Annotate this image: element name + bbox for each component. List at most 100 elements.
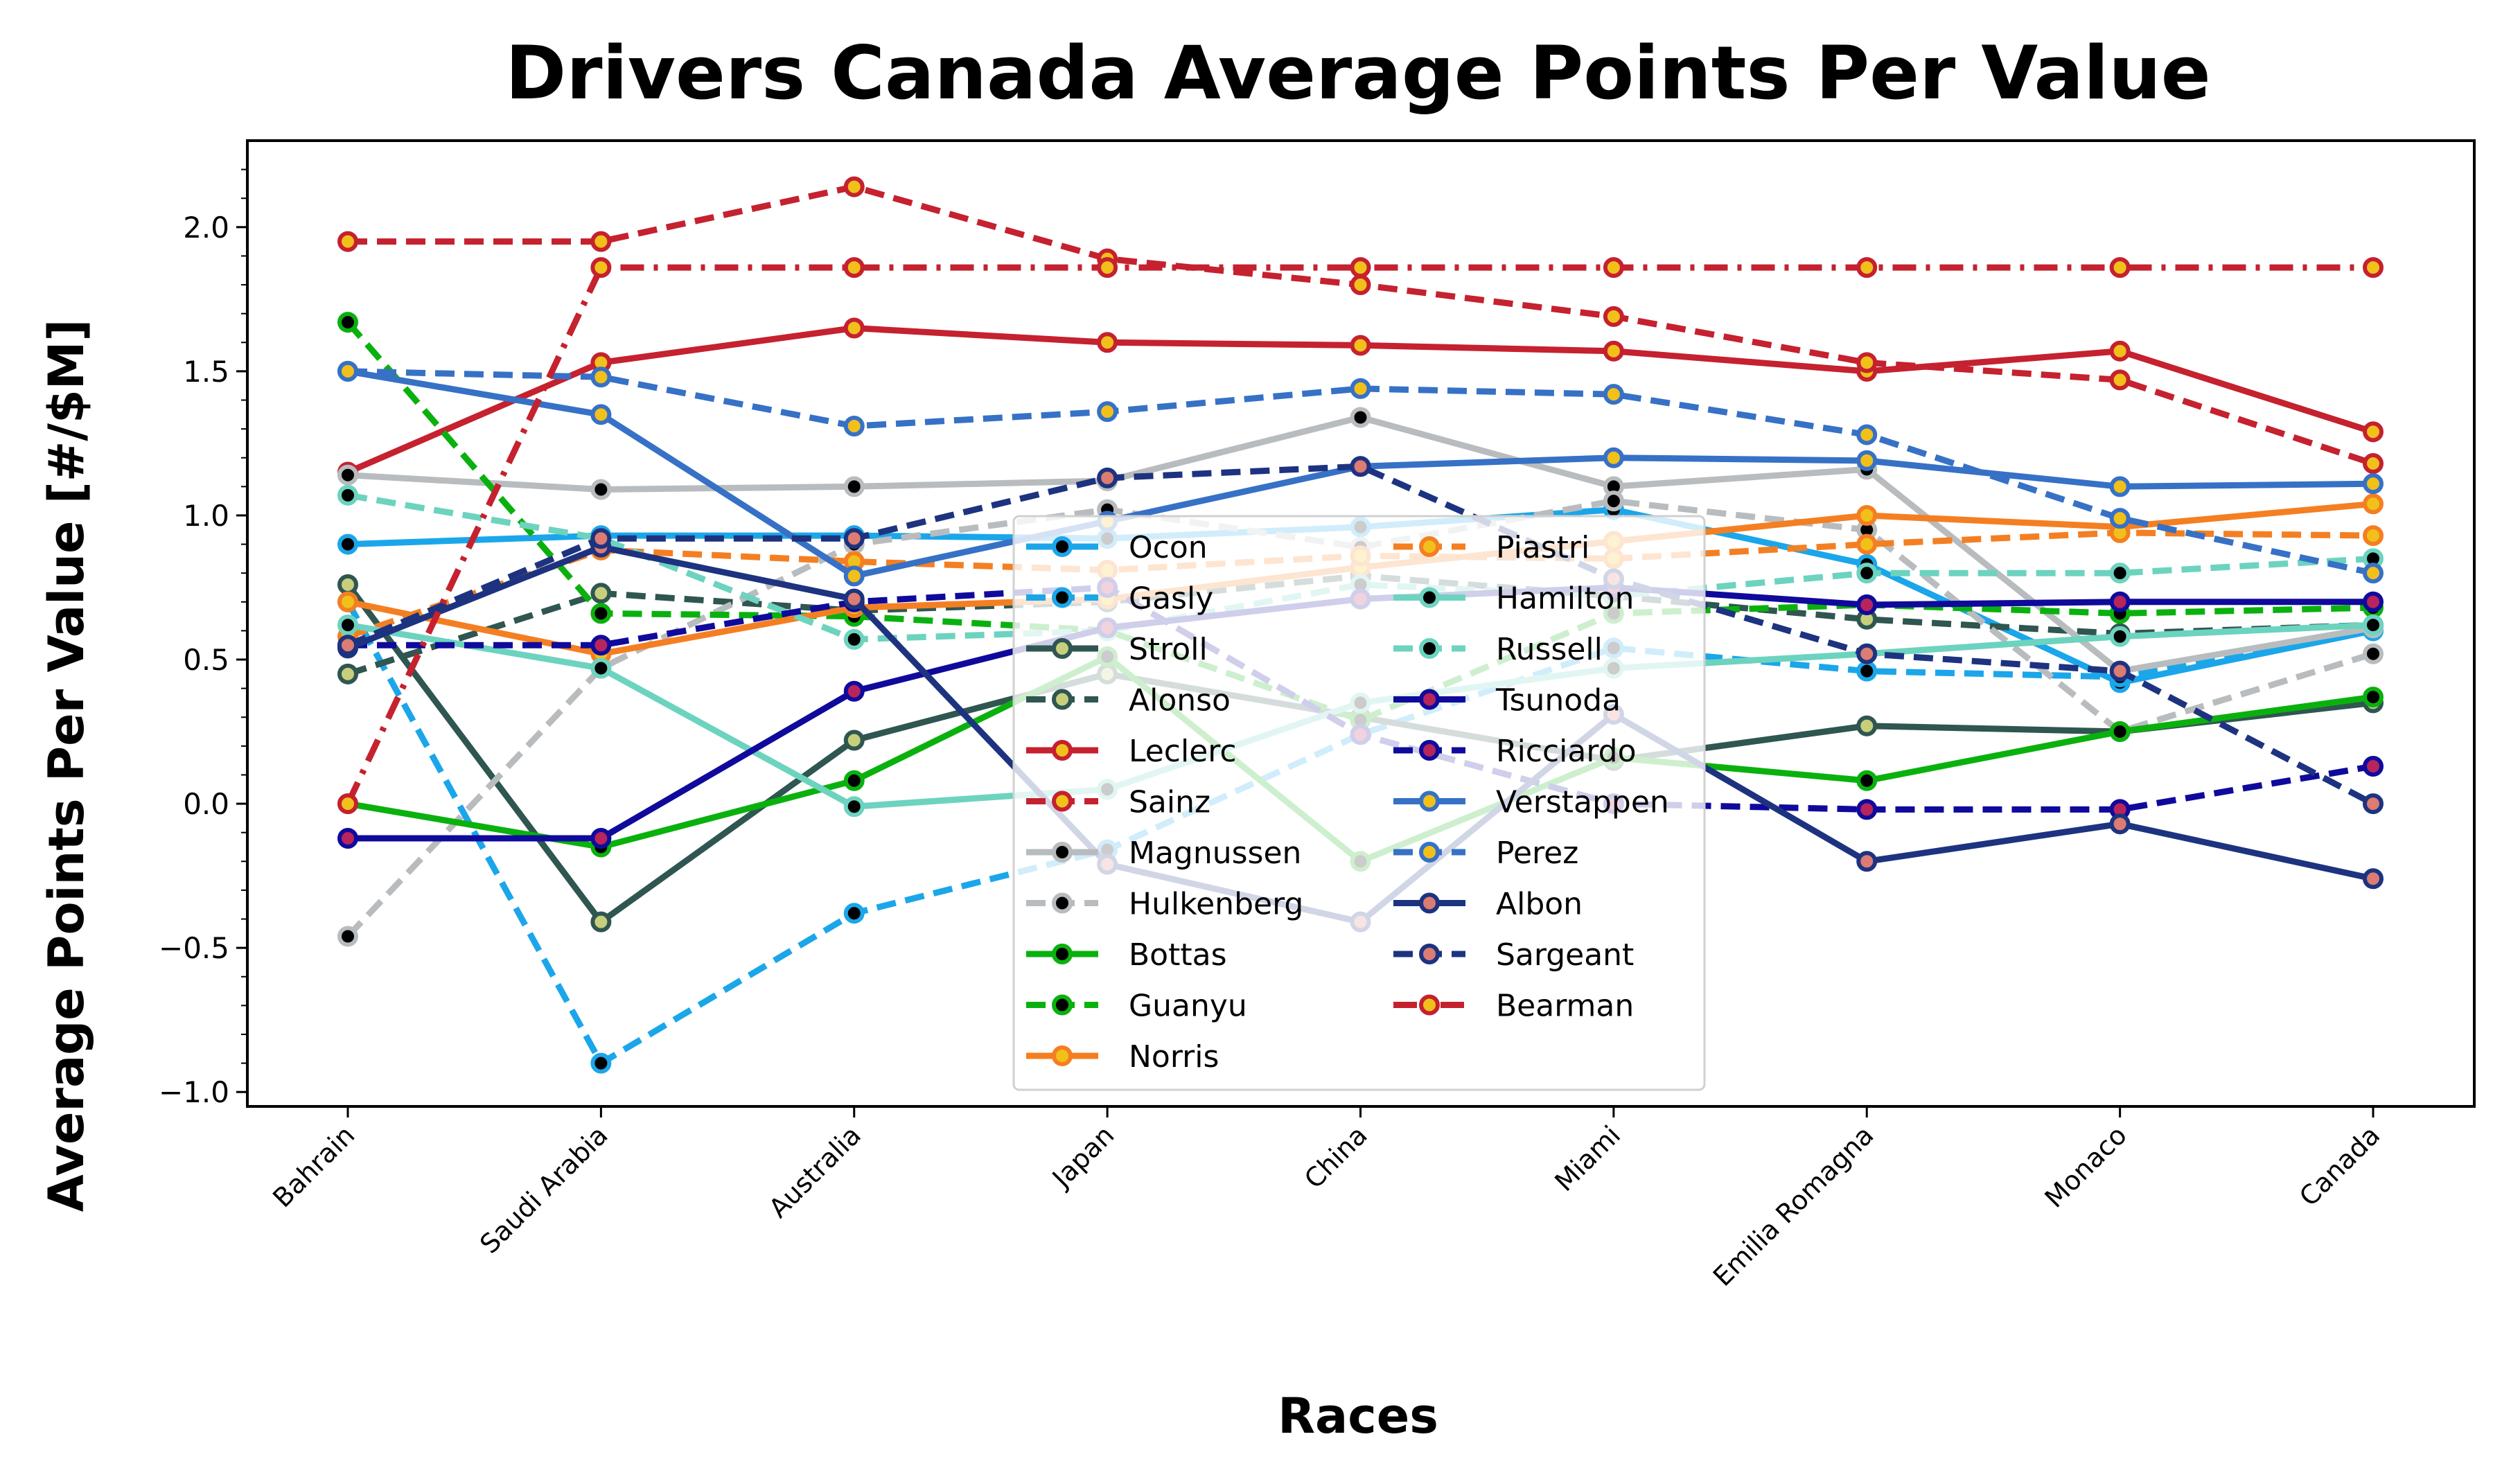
legend-label: Ocon	[1129, 530, 1208, 565]
data-point	[337, 231, 358, 252]
data-point	[1097, 401, 1118, 423]
legend-label: Piastri	[1496, 530, 1589, 565]
data-point	[2363, 868, 2384, 890]
data-point	[1097, 332, 1118, 353]
data-point	[2109, 660, 2131, 682]
legend-marker	[1419, 944, 1440, 964]
series-sainz	[337, 176, 2384, 475]
legend-marker	[1052, 638, 1073, 659]
data-point	[843, 680, 865, 702]
legend-label: Gasly	[1129, 581, 1213, 617]
legend-marker	[1052, 892, 1073, 914]
legend-label: Hamilton	[1496, 581, 1634, 617]
data-point	[337, 828, 358, 849]
data-point	[590, 257, 612, 279]
data-point	[1856, 352, 1878, 373]
data-point	[1603, 306, 1624, 327]
data-point	[337, 663, 358, 684]
legend-entry-norris: Norris	[1026, 1039, 1219, 1075]
x-tick-label: China	[1298, 1120, 1373, 1194]
data-point	[337, 533, 358, 555]
legend-label: Stroll	[1129, 632, 1208, 667]
legend-marker	[1419, 638, 1440, 659]
data-point	[2363, 453, 2384, 475]
data-point	[843, 176, 865, 197]
legend-marker	[1419, 892, 1440, 914]
data-point	[1097, 467, 1118, 488]
y-tick-label: −0.5	[159, 931, 229, 965]
legend-entry-bottas: Bottas	[1026, 937, 1227, 973]
legend-label: Sargeant	[1496, 937, 1634, 973]
data-point	[2109, 340, 2131, 362]
legend-label: Leclerc	[1129, 734, 1237, 769]
data-point	[590, 1052, 612, 1074]
legend-label: Perez	[1496, 836, 1578, 871]
x-tick-label: Miami	[1549, 1120, 1626, 1197]
data-point	[2363, 793, 2384, 815]
legend-entry-hamilton: Hamilton	[1393, 581, 1634, 617]
series-bearman	[337, 257, 2384, 815]
legend-entry-bearman: Bearman	[1393, 989, 1634, 1024]
legend-label: Verstappen	[1496, 785, 1669, 820]
data-point	[843, 317, 865, 339]
legend-marker	[1052, 944, 1073, 964]
legend: Ocon Gasly Stroll Alonso Leclerc Sainz Magnuss…	[1012, 515, 1706, 1091]
legend-entry-tsunoda: Tsunoda	[1393, 683, 1621, 718]
x-tick-label: Canada	[2293, 1120, 2386, 1212]
data-point	[1603, 491, 1624, 512]
x-tick-label: Australia	[763, 1120, 867, 1224]
data-point	[2363, 755, 2384, 777]
data-point	[590, 479, 612, 500]
data-point	[1856, 257, 1878, 279]
data-point	[2363, 525, 2384, 547]
data-point	[1856, 504, 1878, 526]
data-point	[590, 911, 612, 933]
legend-marker	[1052, 1045, 1073, 1066]
series-sargeant	[337, 456, 2384, 815]
data-point	[843, 796, 865, 818]
data-point	[1856, 660, 1878, 682]
legend-entry-albon: Albon	[1393, 887, 1583, 922]
x-tick-label: Japan	[1046, 1120, 1120, 1194]
data-point	[590, 603, 612, 624]
data-point	[2109, 626, 2131, 647]
legend-entry-ricciardo: Ricciardo	[1393, 734, 1637, 769]
data-point	[590, 231, 612, 252]
y-axis-label: Average Points Per Value [#/$M]	[38, 319, 95, 1212]
data-point	[590, 528, 612, 549]
legend-label: Hulkenberg	[1129, 887, 1303, 922]
data-point	[2109, 591, 2131, 612]
data-point	[1856, 424, 1878, 445]
data-point	[337, 574, 358, 595]
legend-marker	[1419, 587, 1440, 608]
legend-marker	[1052, 587, 1073, 608]
data-point	[1856, 563, 1878, 584]
data-point	[337, 591, 358, 612]
data-point	[843, 476, 865, 497]
y-tick-label: 2.0	[183, 211, 229, 245]
legend-label: Magnussen	[1129, 836, 1301, 871]
data-point	[2363, 563, 2384, 584]
data-point	[337, 635, 358, 656]
data-point	[1350, 456, 1371, 477]
data-point	[843, 770, 865, 791]
data-point	[2109, 813, 2131, 835]
legend-label: Ricciardo	[1496, 734, 1637, 769]
legend-entry-leclerc: Leclerc	[1026, 734, 1237, 769]
x-tick-label: Saudi Arabia	[474, 1120, 614, 1260]
data-point	[1856, 770, 1878, 791]
data-point	[337, 360, 358, 382]
x-tick-label: Monaco	[2039, 1120, 2133, 1213]
series-perez	[337, 360, 2384, 584]
legend-marker	[1052, 790, 1073, 812]
legend-marker	[1052, 689, 1073, 710]
legend-label: Bearman	[1496, 989, 1634, 1024]
data-point	[1350, 257, 1371, 279]
data-point	[2363, 473, 2384, 495]
legend-entry-stroll: Stroll	[1026, 632, 1208, 667]
data-point	[2363, 687, 2384, 708]
data-point	[843, 528, 865, 549]
data-point	[1350, 378, 1371, 399]
data-point	[590, 404, 612, 425]
